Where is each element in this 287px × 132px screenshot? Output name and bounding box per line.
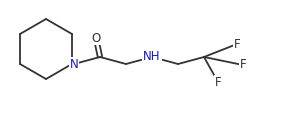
Text: N: N	[70, 58, 78, 70]
Text: NH: NH	[143, 51, 161, 63]
Text: F: F	[234, 37, 240, 51]
Text: F: F	[215, 76, 221, 88]
Text: F: F	[240, 58, 246, 72]
Text: O: O	[91, 32, 101, 44]
